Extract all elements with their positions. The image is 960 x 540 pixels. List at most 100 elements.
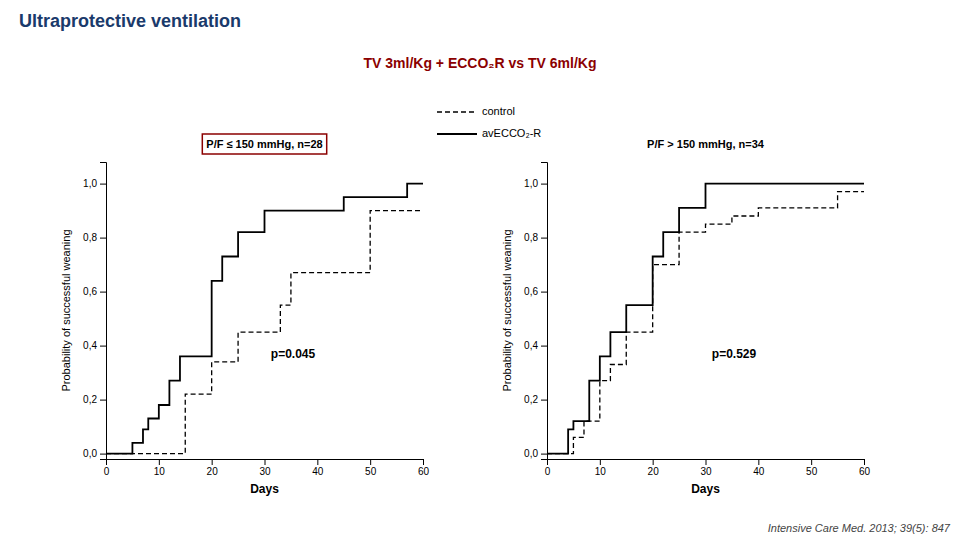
y-tick-mark <box>100 400 106 401</box>
legend-swatch <box>437 133 477 135</box>
x-tick-label: 10 <box>154 466 166 477</box>
annotation: p=0.529 <box>712 347 757 361</box>
y-tick: 0,8 <box>83 232 106 243</box>
x-tick: 30 <box>700 459 712 477</box>
y-tick: 1,0 <box>524 178 547 189</box>
y-tick-label: 0,8 <box>83 232 97 243</box>
y-axis-title: Probability of successful weaning <box>60 229 72 391</box>
y-tick: 0,2 <box>524 394 547 405</box>
y-tick-mark <box>100 184 106 185</box>
y-tick-label: 0,4 <box>524 340 538 351</box>
y-tick: 0,4 <box>83 340 106 351</box>
y-tick-mark <box>100 346 106 347</box>
y-tick: 0,2 <box>83 394 106 405</box>
x-tick: 50 <box>365 459 377 477</box>
y-tick-mark <box>541 400 547 401</box>
x-tick-label: 0 <box>104 466 110 477</box>
legend-item: control <box>437 105 515 117</box>
x-tick-label: 20 <box>648 466 660 477</box>
legend: control avECCO₂-R <box>437 105 541 139</box>
y-tick-mark <box>541 238 547 239</box>
subtitle: TV 3ml/Kg + ECCO₂R vs TV 6ml/Kg <box>364 55 597 71</box>
legend-label: control <box>482 105 515 117</box>
y-tick-mark <box>541 184 547 185</box>
x-tick-mark <box>811 459 812 465</box>
y-tick-mark <box>100 238 106 239</box>
panel: 01020304050600,00,20,40,60,81,0DaysProba… <box>60 134 429 496</box>
plot-area <box>106 184 423 454</box>
x-tick: 50 <box>806 459 818 477</box>
x-tick-mark <box>706 459 707 465</box>
y-axis: 0,0 0,2 0,4 0,6 0,8 1,0 <box>83 163 106 460</box>
x-axis: 0102030405060 <box>104 459 430 477</box>
citation: Intensive Care Med. 2013; 39(5): 847 <box>768 522 951 534</box>
x-tick: 60 <box>859 459 871 477</box>
x-tick-label: 40 <box>753 466 765 477</box>
km-line <box>547 192 864 454</box>
panel-title: P/F > 150 mmHg, n=34 <box>647 138 765 150</box>
y-axis-title: Probability of successful weaning <box>501 229 513 391</box>
x-tick-label: 50 <box>365 466 377 477</box>
y-axis: 0,0 0,2 0,4 0,6 0,8 1,0 <box>524 163 547 460</box>
x-tick-mark <box>159 459 160 465</box>
panel: 01020304050600,00,20,40,60,81,0DaysProba… <box>501 138 870 496</box>
x-tick-label: 50 <box>806 466 818 477</box>
x-tick: 40 <box>753 459 765 477</box>
x-tick-label: 30 <box>700 466 712 477</box>
x-tick-mark <box>317 459 318 465</box>
x-tick-label: 20 <box>207 466 219 477</box>
panel-title: P/F ≤ 150 mmHg, n=28 <box>206 138 322 150</box>
km-line <box>547 184 864 454</box>
x-tick-label: 0 <box>545 466 551 477</box>
x-axis-line <box>107 460 424 466</box>
y-tick: 0,6 <box>83 286 106 297</box>
x-axis-title: Days <box>250 482 279 496</box>
y-tick-label: 0,0 <box>83 448 97 459</box>
x-tick-label: 10 <box>595 466 607 477</box>
y-tick-label: 0,2 <box>83 394 97 405</box>
y-tick-label: 0,6 <box>524 286 538 297</box>
y-axis-line <box>541 163 548 460</box>
x-tick-mark <box>600 459 601 465</box>
legend-item: avECCO₂-R <box>437 127 541 139</box>
x-tick: 10 <box>154 459 166 477</box>
x-tick-label: 60 <box>418 466 430 477</box>
x-tick-mark <box>864 459 865 465</box>
y-tick-mark <box>541 292 547 293</box>
y-tick-label: 1,0 <box>83 178 97 189</box>
x-tick-mark <box>212 459 213 465</box>
x-tick-mark <box>423 459 424 465</box>
x-tick: 0 <box>104 459 110 477</box>
y-tick-label: 0,8 <box>524 232 538 243</box>
y-tick-label: 0,6 <box>83 286 97 297</box>
y-tick-label: 1,0 <box>524 178 538 189</box>
x-tick: 20 <box>207 459 219 477</box>
y-tick-mark <box>541 454 547 455</box>
y-axis-line <box>100 163 107 460</box>
y-tick: 1,0 <box>83 178 106 189</box>
panel-title-box <box>202 134 326 154</box>
legend-label: avECCO₂-R <box>482 127 541 139</box>
x-tick: 0 <box>545 459 551 477</box>
x-tick: 10 <box>595 459 607 477</box>
y-tick: 0,0 <box>83 448 106 459</box>
x-tick-mark <box>758 459 759 465</box>
y-tick: 0,0 <box>524 448 547 459</box>
y-tick-mark <box>100 292 106 293</box>
x-axis-line <box>548 460 865 466</box>
plot-area <box>547 184 864 454</box>
x-tick: 30 <box>259 459 271 477</box>
y-tick: 0,6 <box>524 286 547 297</box>
x-tick: 20 <box>648 459 660 477</box>
x-tick-label: 30 <box>259 466 271 477</box>
y-tick-label: 0,0 <box>524 448 538 459</box>
y-tick-mark <box>541 346 547 347</box>
title: Ultraprotective ventilation <box>19 11 241 31</box>
y-tick-label: 0,4 <box>83 340 97 351</box>
km-line <box>106 184 423 454</box>
y-tick: 0,4 <box>524 340 547 351</box>
x-axis: 0 10 20 30 40 50 60 <box>545 459 871 477</box>
legend-swatch <box>437 111 477 112</box>
y-tick-mark <box>100 454 106 455</box>
x-tick: 60 <box>418 459 430 477</box>
